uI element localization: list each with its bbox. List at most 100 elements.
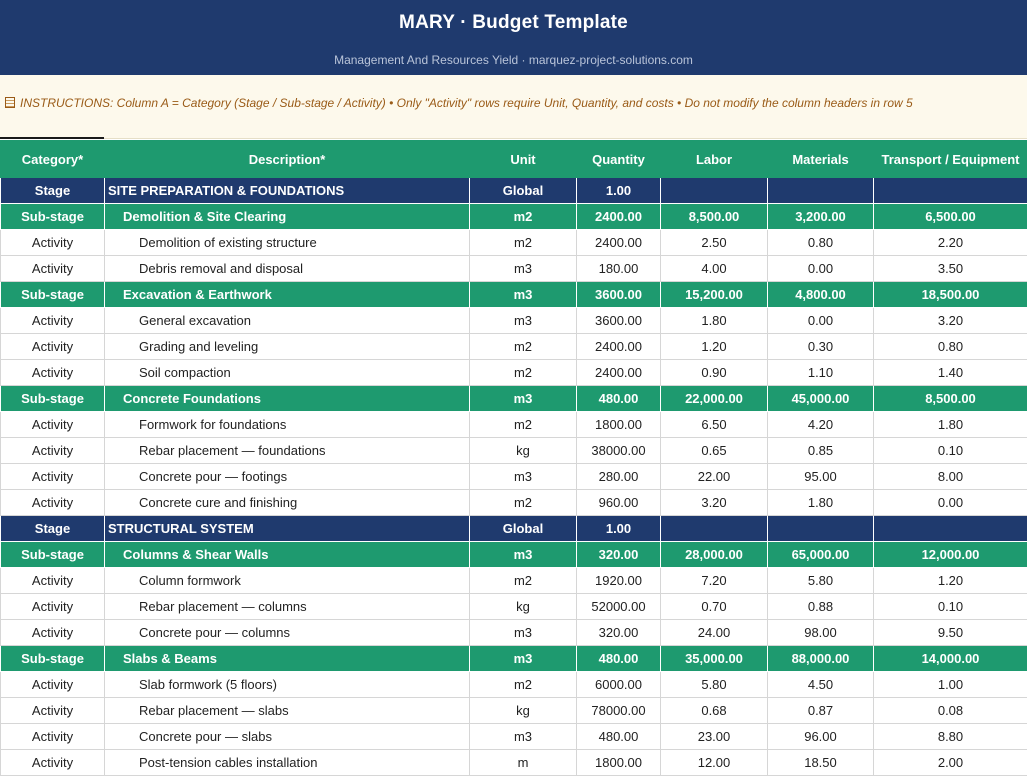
cell-quantity[interactable]: 2400.00 [576, 359, 661, 386]
cell-transport[interactable]: 8.00 [873, 463, 1028, 490]
cell-transport[interactable]: 14,000.00 [873, 645, 1028, 672]
cell-labor[interactable]: 35,000.00 [660, 645, 768, 672]
cell-unit[interactable]: Global [469, 177, 577, 204]
cell-labor[interactable]: 2.50 [660, 229, 768, 256]
cell-unit[interactable]: m2 [469, 229, 577, 256]
cell-materials[interactable]: 0.30 [767, 333, 874, 360]
cell-quantity[interactable]: 2400.00 [576, 203, 661, 230]
cell-materials[interactable]: 4,800.00 [767, 281, 874, 308]
cell-unit[interactable]: m [469, 749, 577, 776]
cell-category[interactable]: Activity [0, 671, 105, 698]
cell-description[interactable]: Post-tension cables installation [104, 749, 470, 776]
cell-unit[interactable]: m2 [469, 567, 577, 594]
cell-labor[interactable]: 15,200.00 [660, 281, 768, 308]
cell-transport[interactable]: 1.80 [873, 411, 1028, 438]
cell-description[interactable]: Debris removal and disposal [104, 255, 470, 282]
cell-quantity[interactable]: 480.00 [576, 723, 661, 750]
cell-category[interactable]: Sub-stage [0, 645, 105, 672]
cell-transport[interactable]: 2.00 [873, 749, 1028, 776]
cell-transport[interactable]: 3.50 [873, 255, 1028, 282]
cell-unit[interactable]: m2 [469, 333, 577, 360]
cell-category[interactable]: Activity [0, 489, 105, 516]
cell-materials[interactable]: 0.00 [767, 255, 874, 282]
cell-quantity[interactable]: 1.00 [576, 177, 661, 204]
cell-labor[interactable]: 1.80 [660, 307, 768, 334]
cell-labor[interactable]: 23.00 [660, 723, 768, 750]
cell-description[interactable]: Concrete cure and finishing [104, 489, 470, 516]
cell-labor[interactable] [660, 177, 768, 204]
cell-description[interactable]: Formwork for foundations [104, 411, 470, 438]
cell-labor[interactable]: 0.90 [660, 359, 768, 386]
cell-description[interactable]: Demolition of existing structure [104, 229, 470, 256]
cell-unit[interactable]: m2 [469, 359, 577, 386]
cell-materials[interactable]: 96.00 [767, 723, 874, 750]
cell-materials[interactable]: 88,000.00 [767, 645, 874, 672]
cell-labor[interactable]: 22.00 [660, 463, 768, 490]
cell-category[interactable]: Activity [0, 437, 105, 464]
column-header-category[interactable]: Category* [0, 140, 105, 178]
cell-materials[interactable] [767, 515, 874, 542]
cell-materials[interactable]: 1.80 [767, 489, 874, 516]
cell-description[interactable]: STRUCTURAL SYSTEM [104, 515, 470, 542]
cell-unit[interactable]: kg [469, 593, 577, 620]
cell-quantity[interactable]: 320.00 [576, 541, 661, 568]
cell-transport[interactable]: 1.00 [873, 671, 1028, 698]
cell-labor[interactable]: 0.65 [660, 437, 768, 464]
cell-description[interactable]: Concrete pour — slabs [104, 723, 470, 750]
cell-transport[interactable]: 12,000.00 [873, 541, 1028, 568]
cell-transport[interactable]: 8.80 [873, 723, 1028, 750]
cell-materials[interactable]: 45,000.00 [767, 385, 874, 412]
cell-materials[interactable]: 0.85 [767, 437, 874, 464]
cell-materials[interactable]: 4.20 [767, 411, 874, 438]
cell-unit[interactable]: m3 [469, 645, 577, 672]
cell-category[interactable]: Sub-stage [0, 281, 105, 308]
cell-description[interactable]: SITE PREPARATION & FOUNDATIONS [104, 177, 470, 204]
cell-transport[interactable]: 6,500.00 [873, 203, 1028, 230]
cell-description[interactable]: Column formwork [104, 567, 470, 594]
cell-labor[interactable]: 5.80 [660, 671, 768, 698]
cell-quantity[interactable]: 1800.00 [576, 411, 661, 438]
cell-unit[interactable]: m3 [469, 385, 577, 412]
cell-quantity[interactable]: 78000.00 [576, 697, 661, 724]
cell-quantity[interactable]: 3600.00 [576, 281, 661, 308]
cell-unit[interactable]: m2 [469, 411, 577, 438]
cell-quantity[interactable]: 2400.00 [576, 229, 661, 256]
cell-quantity[interactable]: 960.00 [576, 489, 661, 516]
column-header-labor[interactable]: Labor [660, 140, 768, 178]
cell-category[interactable]: Activity [0, 255, 105, 282]
cell-transport[interactable]: 0.00 [873, 489, 1028, 516]
column-header-unit[interactable]: Unit [469, 140, 577, 178]
cell-transport[interactable]: 0.10 [873, 437, 1028, 464]
cell-transport[interactable] [873, 515, 1028, 542]
cell-labor[interactable]: 1.20 [660, 333, 768, 360]
cell-transport[interactable]: 0.80 [873, 333, 1028, 360]
cell-materials[interactable]: 5.80 [767, 567, 874, 594]
cell-transport[interactable]: 1.20 [873, 567, 1028, 594]
cell-labor[interactable]: 22,000.00 [660, 385, 768, 412]
cell-quantity[interactable]: 320.00 [576, 619, 661, 646]
cell-description[interactable]: Columns & Shear Walls [104, 541, 470, 568]
cell-description[interactable]: Rebar placement — foundations [104, 437, 470, 464]
cell-category[interactable]: Stage [0, 177, 105, 204]
cell-category[interactable]: Activity [0, 723, 105, 750]
cell-materials[interactable]: 98.00 [767, 619, 874, 646]
cell-unit[interactable]: kg [469, 697, 577, 724]
cell-labor[interactable] [660, 515, 768, 542]
cell-unit[interactable]: m3 [469, 541, 577, 568]
cell-labor[interactable]: 6.50 [660, 411, 768, 438]
cell-description[interactable]: Rebar placement — columns [104, 593, 470, 620]
cell-unit[interactable]: m3 [469, 307, 577, 334]
cell-transport[interactable]: 9.50 [873, 619, 1028, 646]
cell-description[interactable]: Slab formwork (5 floors) [104, 671, 470, 698]
cell-description[interactable]: Concrete Foundations [104, 385, 470, 412]
cell-materials[interactable]: 1.10 [767, 359, 874, 386]
cell-materials[interactable]: 65,000.00 [767, 541, 874, 568]
cell-category[interactable]: Activity [0, 567, 105, 594]
cell-transport[interactable] [873, 177, 1028, 204]
cell-labor[interactable]: 8,500.00 [660, 203, 768, 230]
cell-category[interactable]: Activity [0, 359, 105, 386]
cell-description[interactable]: Demolition & Site Clearing [104, 203, 470, 230]
cell-category[interactable]: Activity [0, 463, 105, 490]
cell-unit[interactable]: m2 [469, 489, 577, 516]
cell-description[interactable]: Excavation & Earthwork [104, 281, 470, 308]
